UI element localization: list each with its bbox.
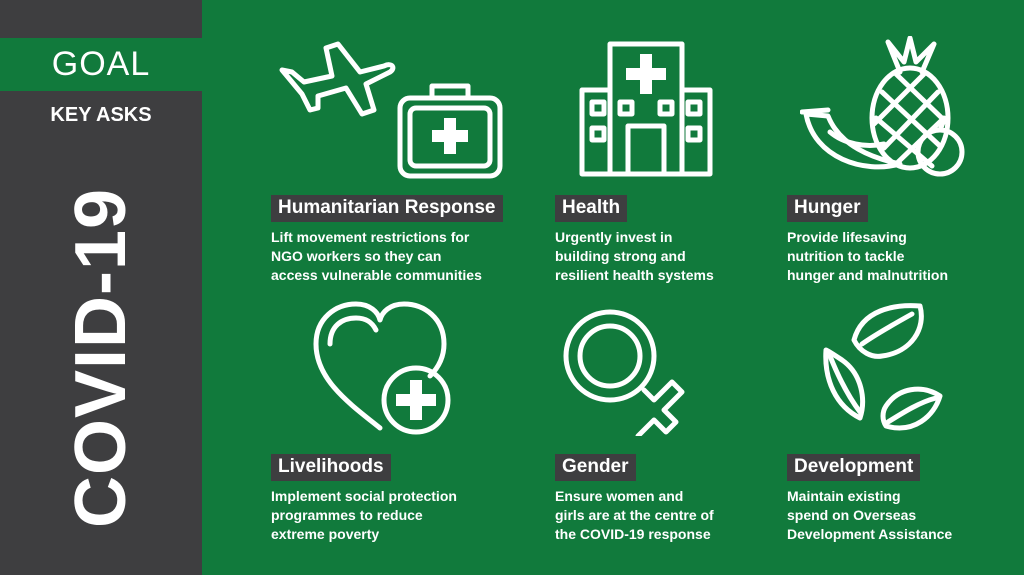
card-title: Gender bbox=[555, 454, 636, 481]
plane-and-medical-kit-icon bbox=[279, 41, 503, 179]
desc-line: hunger and malnutrition bbox=[787, 267, 948, 283]
covid-title: COVID-19 bbox=[61, 187, 141, 529]
desc-line: Urgently invest in bbox=[555, 229, 673, 245]
leaves-cycle-icon bbox=[823, 303, 943, 431]
desc-line: Lift movement restrictions for bbox=[271, 229, 470, 245]
logo: GOAL bbox=[0, 38, 202, 91]
card-title: Livelihoods bbox=[271, 454, 391, 481]
card-title: Development bbox=[787, 454, 921, 481]
key-asks-heading: KEY ASKS bbox=[50, 104, 152, 126]
card-livelihoods: Livelihoods Implement social protection … bbox=[271, 454, 457, 544]
desc-line: nutrition to tackle bbox=[787, 248, 905, 264]
desc-line: Maintain existing bbox=[787, 488, 901, 504]
desc-line: building strong and bbox=[555, 248, 686, 264]
card-description: Implement social protection programmes t… bbox=[271, 487, 457, 544]
card-title: Hunger bbox=[787, 195, 868, 222]
fruit-icon bbox=[800, 36, 965, 177]
desc-line: Development Assistance bbox=[787, 526, 953, 542]
card-description: Urgently invest in building strong and r… bbox=[555, 228, 714, 285]
desc-line: Implement social protection bbox=[271, 488, 457, 504]
card-description: Lift movement restrictions for NGO worke… bbox=[271, 228, 503, 285]
female-symbol-icon bbox=[563, 309, 685, 436]
card-title: Health bbox=[555, 195, 628, 222]
card-gender: Gender Ensure women and girls are at the… bbox=[555, 454, 714, 544]
desc-line: resilient health systems bbox=[555, 267, 714, 283]
desc-line: access vulnerable communities bbox=[271, 267, 482, 283]
card-humanitarian-response: Humanitarian Response Lift movement rest… bbox=[271, 195, 503, 285]
card-development: Development Maintain existing spend on O… bbox=[787, 454, 952, 544]
card-description: Provide lifesaving nutrition to tackle h… bbox=[787, 228, 948, 285]
heart-plus-icon bbox=[313, 301, 451, 435]
desc-line: girls are at the centre of bbox=[555, 507, 714, 523]
desc-line: extreme poverty bbox=[271, 526, 380, 542]
desc-line: the COVID-19 response bbox=[555, 526, 711, 542]
desc-line: NGO workers so they can bbox=[271, 248, 442, 264]
card-title: Humanitarian Response bbox=[271, 195, 503, 222]
desc-line: programmes to reduce bbox=[271, 507, 423, 523]
desc-line: spend on Overseas bbox=[787, 507, 917, 523]
hospital-icon bbox=[579, 41, 713, 177]
card-description: Maintain existing spend on Overseas Deve… bbox=[787, 487, 952, 544]
logo-text: GOAL bbox=[51, 45, 151, 83]
card-hunger: Hunger Provide lifesaving nutrition to t… bbox=[787, 195, 948, 285]
desc-line: Ensure women and bbox=[555, 488, 684, 504]
sidebar: GOAL KEY ASKS COVID-19 bbox=[0, 0, 202, 575]
card-health: Health Urgently invest in building stron… bbox=[555, 195, 714, 285]
desc-line: Provide lifesaving bbox=[787, 229, 907, 245]
card-description: Ensure women and girls are at the centre… bbox=[555, 487, 714, 544]
